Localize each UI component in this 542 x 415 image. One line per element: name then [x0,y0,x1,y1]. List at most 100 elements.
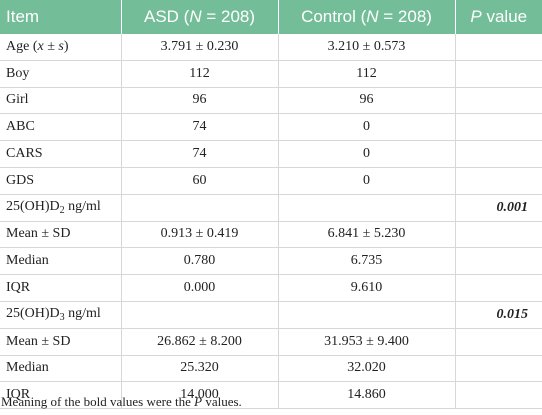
row-label: Median [0,354,122,383]
row-label: Mean ± SD [0,327,122,356]
asd-cell: 0.913 ± 0.419 [120,220,279,249]
asd-cell [120,193,279,222]
table-body: Age (x ± s) 3.791 ± 0.230 3.210 ± 0.573 … [0,34,542,410]
control-cell [277,193,456,222]
table-row: ABC 74 0 [0,113,542,142]
row-label: GDS [0,166,122,195]
row-label-unit: ng/ml [64,306,101,322]
control-cell: 0 [277,140,456,168]
header-control-suffix: = 208) [378,7,432,26]
control-cell: 9.610 [277,274,456,302]
control-cell: 96 [277,86,456,115]
table-row: 25(OH)D3 ng/ml 0.015 [0,300,542,329]
p-value-cell [454,113,542,142]
table-row: Median 0.780 6.735 [0,247,542,276]
asd-cell: 0.000 [120,274,279,302]
table-row: GDS 60 0 [0,166,542,195]
asd-cell: 14.000 [120,381,279,410]
asd-cell: 112 [120,59,279,88]
row-label: Age (x ± s) [0,34,122,61]
p-value-cell [454,34,542,61]
control-cell [277,300,456,329]
header-control: Control (N = 208) [278,0,456,34]
p-value-cell [454,220,542,249]
asd-cell: 74 [120,113,279,142]
table-row: Girl 96 96 [0,86,542,115]
asd-cell: 96 [120,86,279,115]
control-cell: 14.860 [277,381,456,410]
asd-cell: 0.780 [120,247,279,276]
row-label: Boy [0,59,122,88]
row-label-base: 25(OH)D [6,199,60,215]
header-asd-n: N [189,7,202,26]
row-label: 25(OH)D3 ng/ml [0,300,122,329]
control-cell: 6.735 [277,247,456,276]
table-row: IQR 14.000 14.860 [0,381,542,410]
table-footnote: Meaning of the bold values were the P va… [1,394,242,410]
p-value-cell [454,59,542,88]
header-asd: ASD (N = 208) [121,0,279,34]
row-label: Girl [0,86,122,115]
row-label: IQR [0,381,122,410]
table-row: Median 25.320 32.020 [0,354,542,383]
footnote-post: values. [202,394,242,409]
row-label: Mean ± SD [0,220,122,249]
row-label-pre: Age ( [6,38,38,54]
p-value-cell [454,381,542,410]
control-cell: 32.020 [277,354,456,383]
control-cell: 112 [277,59,456,88]
header-p-suffix: value [481,7,528,26]
p-value-cell [454,274,542,302]
p-value-cell: 0.015 [454,300,542,329]
row-label: 25(OH)D2 ng/ml [0,193,122,222]
asd-cell: 25.320 [120,354,279,383]
p-value-cell [454,140,542,168]
header-item: Item [0,0,122,34]
row-label: IQR [0,274,122,302]
row-label: Median [0,247,122,276]
table-row: Mean ± SD 26.862 ± 8.200 31.953 ± 9.400 [0,327,542,356]
header-control-prefix: Control ( [301,7,367,26]
row-label-base: 25(OH)D [6,306,60,322]
table-row: IQR 0.000 9.610 [0,274,542,302]
control-cell: 6.841 ± 5.230 [277,220,456,249]
table-row: CARS 74 0 [0,140,542,168]
p-value-cell [454,166,542,195]
header-row: Item ASD (N = 208) Control (N = 208) P v… [0,0,542,34]
asd-cell: 60 [120,166,279,195]
header-p-letter: P [470,7,482,26]
row-label-unit: ng/ml [64,199,101,215]
table-row: 25(OH)D2 ng/ml 0.001 [0,193,542,222]
table-row: Mean ± SD 0.913 ± 0.419 6.841 ± 5.230 [0,220,542,249]
table-row: Boy 112 112 [0,59,542,88]
row-label-sub: 2 [59,205,65,217]
header-control-n: N [366,7,379,26]
asd-cell: 26.862 ± 8.200 [120,327,279,356]
p-value-cell [454,327,542,356]
p-value-cell [454,354,542,383]
asd-cell [120,300,279,329]
row-label: ABC [0,113,122,142]
control-cell: 0 [277,113,456,142]
p-value-cell [454,86,542,115]
header-asd-suffix: = 208) [201,7,256,26]
row-label: CARS [0,140,122,168]
header-asd-prefix: ASD ( [143,7,190,26]
table-row: Age (x ± s) 3.791 ± 0.230 3.210 ± 0.573 [0,34,542,61]
asd-cell: 3.791 ± 0.230 [120,34,279,61]
p-value-cell [454,247,542,276]
table-header: Item ASD (N = 208) Control (N = 208) P v… [0,0,542,34]
header-p-value: P value [455,0,542,34]
control-cell: 31.953 ± 9.400 [277,327,456,356]
asd-cell: 74 [120,140,279,168]
row-label-var: x ± s [37,38,64,54]
control-cell: 3.210 ± 0.573 [277,34,456,61]
row-label-sub: 3 [59,312,65,324]
p-value-cell: 0.001 [454,193,542,222]
footnote-var: P [194,394,203,409]
control-cell: 0 [277,166,456,195]
footnote-pre: Meaning of the bold values were the [1,394,195,409]
row-label-post: ) [63,38,69,54]
